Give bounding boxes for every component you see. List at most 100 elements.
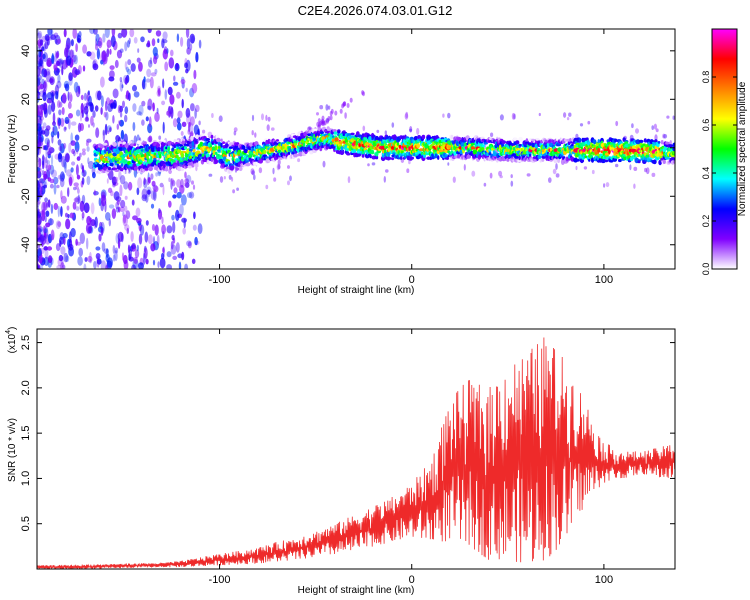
- spectrogram-noise-speck: [138, 233, 143, 245]
- spectrogram-noise-speck: [39, 67, 42, 75]
- spectrogram-noise-speck: [367, 163, 370, 167]
- spectrogram-noise-speck: [53, 64, 58, 71]
- spectrogram-band-cell: [151, 151, 155, 155]
- spectrogram-noise-speck: [69, 49, 74, 59]
- spectrogram-noise-speck: [79, 152, 82, 158]
- spectrogram-noise-speck: [37, 32, 42, 39]
- snr-y-tick-label: 2.0: [20, 380, 32, 395]
- spectrogram-noise-speck: [38, 49, 42, 58]
- spectrogram-noise-speck: [158, 208, 161, 214]
- spectrogram-noise-speck: [143, 76, 146, 83]
- spectrogram-noise-speck: [123, 205, 128, 213]
- spectrogram-noise-speck: [45, 164, 49, 172]
- spectrogram-noise-speck: [157, 209, 163, 220]
- spectrogram-band-cell: [319, 131, 324, 135]
- spectrogram-noise-speck: [39, 185, 42, 198]
- spectrogram-noise-speck: [190, 116, 195, 126]
- spectrogram-noise-speck: [119, 119, 124, 127]
- spectrogram-noise-speck: [118, 120, 121, 125]
- spectrogram-noise-speck: [42, 91, 47, 102]
- spectrogram-noise-speck: [42, 155, 45, 161]
- spectrogram-noise-speck: [147, 98, 153, 111]
- spectrogram-noise-speck: [152, 259, 156, 266]
- spectrogram-band-cell: [588, 158, 591, 162]
- spectrogram-noise-speck: [483, 182, 487, 187]
- spectrogram-noise-speck: [50, 229, 55, 241]
- spectrogram-noise-speck: [127, 181, 133, 191]
- spectrogram-noise-speck: [56, 184, 60, 189]
- spectrogram-noise-speck: [251, 170, 255, 176]
- spectrogram-noise-speck: [187, 241, 192, 249]
- spectrogram-noise-speck: [39, 42, 44, 51]
- spectrogram-noise-speck: [73, 81, 79, 93]
- spectrogram-noise-speck: [228, 174, 232, 180]
- spectrogram-band-cell: [107, 166, 111, 171]
- spectrogram-noise-speck: [161, 38, 165, 49]
- spectrogram-noise-speck: [69, 94, 73, 102]
- spectrogram-noise-speck: [605, 182, 610, 188]
- spectrogram-noise-speck: [189, 33, 196, 44]
- spectrogram-noise-speck: [37, 199, 41, 205]
- spectrogram-noise-speck: [173, 75, 176, 82]
- spectrogram-noise-speck: [180, 36, 184, 47]
- spectrogram-noise-speck: [116, 123, 120, 130]
- colorbar-tick-label: 0.4: [701, 167, 711, 180]
- spectrogram-noise-speck: [39, 178, 45, 184]
- spectrogram-noise-speck: [39, 39, 44, 46]
- spectrogram-noise-speck: [112, 254, 116, 262]
- snr-x-tick-label: -100: [209, 574, 231, 586]
- spectrogram-noise-speck: [37, 265, 40, 269]
- spectrogram-noise-speck: [195, 165, 198, 172]
- spectrogram-noise-speck: [110, 190, 114, 197]
- spectrogram-band-cell: [450, 134, 454, 140]
- spectrogram-noise-speck: [86, 138, 92, 143]
- spectrogram-noise-speck: [66, 37, 71, 50]
- spectrogram-noise-speck: [409, 128, 413, 132]
- spectrogram-band-cell: [535, 138, 540, 141]
- spectrogram-band-cell: [220, 138, 223, 142]
- spectrogram-noise-speck: [171, 234, 175, 241]
- spectrogram-noise-speck: [289, 175, 292, 182]
- spectrogram-noise-speck: [115, 206, 120, 213]
- spectrogram-noise-speck: [143, 178, 148, 189]
- spectrogram-noise-speck: [452, 176, 456, 183]
- spectrogram-noise-speck: [102, 129, 105, 136]
- spectrogram-noise-speck: [82, 170, 86, 178]
- spectrogram-noise-speck: [198, 120, 201, 126]
- spectrogram-noise-speck: [50, 154, 54, 166]
- spectrogram-noise-speck: [112, 182, 116, 188]
- spectrogram-band-cell: [134, 166, 138, 171]
- spectrogram-noise-speck: [149, 116, 152, 128]
- spectrogram-noise-speck: [126, 227, 129, 234]
- spectrogram-noise-speck: [587, 120, 591, 125]
- spectrogram-noise-speck: [79, 232, 86, 244]
- spectrogram-noise-speck: [57, 74, 61, 83]
- spectrogram-noise-speck: [112, 244, 116, 254]
- spectrogram-noise-speck: [150, 203, 155, 209]
- spectrogram-noise-speck: [166, 225, 173, 234]
- spectrogram-noise-speck: [119, 77, 123, 82]
- spectrogram-noise-speck: [111, 29, 116, 37]
- spectrogram-noise-speck: [152, 46, 158, 57]
- spectrogram-band-cell: [160, 146, 164, 152]
- spectrogram-noise-speck: [287, 180, 290, 186]
- spectrogram-noise-speck: [186, 240, 192, 247]
- spectrogram-noise-speck: [145, 186, 152, 195]
- spectrogram-noise-speck: [128, 37, 131, 45]
- spectrogram-noise-speck: [47, 145, 52, 153]
- spectrogram-noise-speck: [579, 123, 584, 127]
- spectrogram-noise-speck: [101, 242, 106, 252]
- spectrogram-noise-speck: [61, 173, 65, 180]
- spectrogram-noise-speck: [53, 202, 59, 211]
- spectrogram-noise-speck: [123, 214, 127, 224]
- spectrogram-noise-speck: [64, 83, 70, 92]
- spectrogram-band-cell: [114, 169, 120, 172]
- spectrogram-band-cell: [164, 166, 169, 172]
- spectrogram-noise-speck: [250, 168, 255, 175]
- spectrogram-noise-speck: [109, 127, 112, 132]
- spectrogram-noise-speck: [63, 236, 66, 246]
- spectrogram-noise-speck: [176, 33, 180, 43]
- spectrogram-noise-speck: [60, 206, 63, 217]
- spectrogram-band-cell: [222, 141, 226, 145]
- spectrogram-band-cell: [171, 168, 175, 172]
